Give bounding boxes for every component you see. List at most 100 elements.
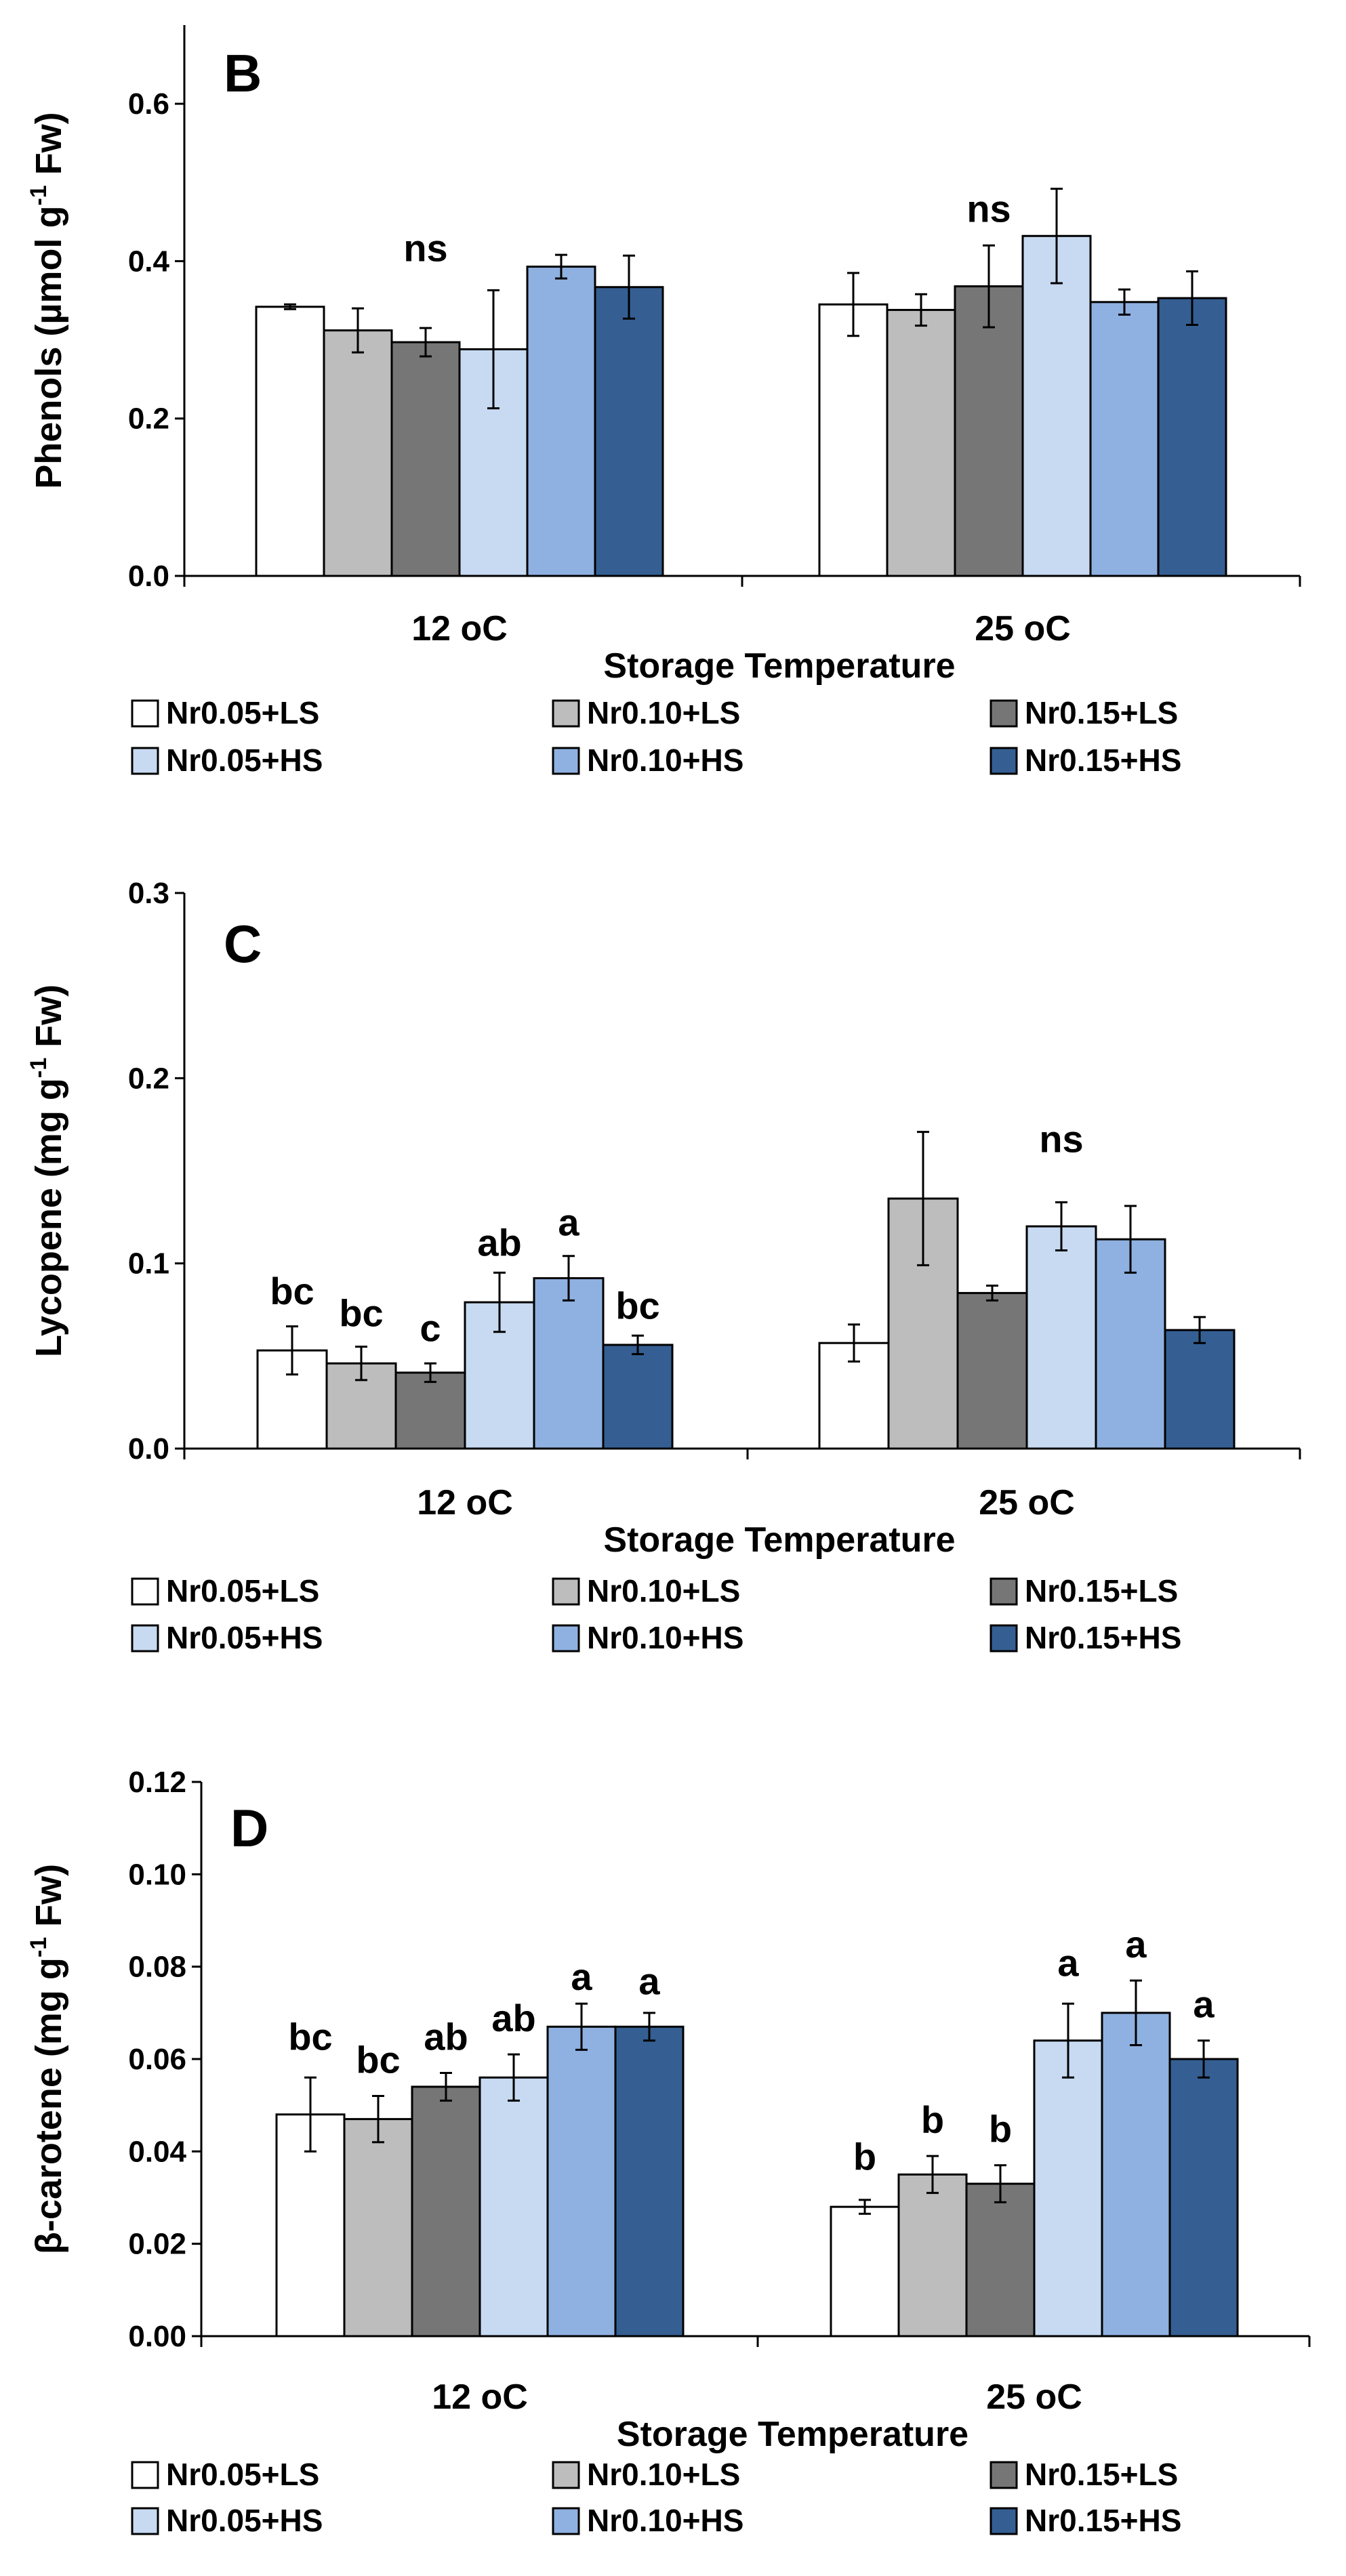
bar-Nr0.05+HS-25 oC — [1033, 2039, 1103, 2338]
panel-label: B — [224, 43, 262, 103]
legend-label: Nr0.15+HS — [1025, 743, 1181, 778]
legend-label: Nr0.05+LS — [166, 1573, 319, 1608]
y-tick-label: 0.04 — [128, 2135, 186, 2168]
legend: Nr0.05+LS Nr0.10+LS Nr0.15+LS Nr0.05+HS Nr0.… — [131, 1573, 1181, 1655]
x-axis-title: Storage Temperature — [603, 1520, 955, 1560]
bar-Nr0.05+LS-25 oC — [818, 303, 889, 577]
bar-Nr0.10+HS-12 oC — [526, 266, 596, 577]
x-category-label: 25 oC — [986, 2377, 1082, 2417]
significance-label: b — [921, 2098, 944, 2141]
y-tick-label: 0.10 — [128, 1858, 186, 1891]
legend-swatch — [131, 1577, 159, 1606]
legend-label: Nr0.10+LS — [587, 2457, 740, 2492]
bar-Nr0.05+LS-25 oC — [830, 2205, 900, 2338]
legend-label: Nr0.05+LS — [166, 2457, 319, 2492]
y-tick-label: 0.00 — [128, 2320, 186, 2353]
legend-swatch — [990, 699, 1018, 728]
bar-Nr0.10+HS-12 oC — [533, 1277, 605, 1450]
legend-label: Nr0.10+HS — [587, 743, 743, 778]
significance-label: a — [1125, 1923, 1147, 1966]
legend-swatch — [990, 1577, 1018, 1606]
x-category-label: 12 oC — [417, 1483, 513, 1522]
bar-Nr0.10+HS-12 oC — [546, 2025, 617, 2338]
bar-Nr0.05+LS-12 oC — [255, 306, 325, 577]
legend-label: Nr0.05+LS — [166, 695, 319, 730]
y-axis-title: β-carotene (mg g-1 Fw) — [26, 1864, 69, 2254]
bar-Nr0.15+LS-12 oC — [411, 2085, 481, 2338]
legend-label: Nr0.15+LS — [1025, 2457, 1178, 2492]
legend-swatch — [552, 1624, 580, 1653]
y-axis-title-main: Lycopene (mg g — [28, 1078, 69, 1357]
legend-swatch — [990, 747, 1018, 775]
x-axis-title: Storage Temperature — [617, 2415, 968, 2454]
legend-swatch — [552, 699, 580, 728]
bar-Nr0.15+LS-25 oC — [956, 1291, 1028, 1450]
bar-Nr0.05+HS-25 oC — [1021, 234, 1092, 577]
legend-swatch — [131, 1624, 159, 1653]
legend-swatch — [990, 2507, 1018, 2535]
legend-swatch — [552, 747, 580, 775]
significance-label: c — [420, 1306, 441, 1349]
significance-label: ns — [1039, 1118, 1083, 1161]
y-tick-label: 0.4 — [128, 245, 170, 278]
bar-Nr0.10+HS-25 oC — [1101, 2012, 1171, 2338]
bar-Nr0.15+HS-12 oC — [602, 1344, 674, 1450]
significance-label: a — [571, 1955, 592, 1998]
y-axis-title-main: β-carotene (mg g — [28, 1957, 69, 2254]
panel-label: D — [230, 1798, 268, 1858]
legend-swatch — [552, 1577, 580, 1606]
y-tick-label: 0.12 — [128, 1766, 186, 1799]
significance-label: bc — [270, 1270, 314, 1312]
significance-label: a — [558, 1201, 579, 1244]
significance-label: ns — [403, 226, 447, 269]
y-tick-label: 0.0 — [128, 560, 169, 593]
bar-Nr0.10+LS-25 oC — [897, 2173, 968, 2338]
legend-label: Nr0.15+LS — [1025, 695, 1178, 730]
legend-swatch — [990, 1624, 1018, 1653]
y-axis-title-unit: Fw) — [28, 984, 69, 1058]
x-category-label: 25 oC — [979, 1483, 1075, 1522]
legend-swatch — [552, 2461, 580, 2489]
y-axis-title-unit: Fw) — [28, 112, 69, 185]
bar-Nr0.15+LS-25 oC — [965, 2182, 1036, 2338]
legend-label: Nr0.10+HS — [587, 2503, 743, 2538]
legend-label: Nr0.05+HS — [166, 743, 323, 778]
significance-label: a — [638, 1960, 660, 2003]
legend-label: Nr0.10+HS — [587, 1620, 743, 1655]
bar-Nr0.15+HS-12 oC — [614, 2025, 685, 2338]
y-axis-title-superscript: -1 — [26, 1058, 52, 1078]
y-tick-label: 0.2 — [128, 402, 169, 436]
x-category-label: 25 oC — [975, 609, 1071, 648]
bar-Nr0.10+LS-12 oC — [343, 2118, 413, 2338]
bar-Nr0.15+LS-12 oC — [390, 341, 461, 577]
y-tick-label: 0.08 — [128, 1951, 186, 1984]
y-tick-label: 0.0 — [128, 1432, 169, 1466]
bar-Nr0.15+LS-25 oC — [954, 285, 1024, 577]
significance-label: b — [853, 2136, 876, 2178]
bar-Nr0.05+HS-25 oC — [1025, 1225, 1097, 1450]
bar-Nr0.10+HS-25 oC — [1089, 301, 1160, 577]
bar-Nr0.15+HS-12 oC — [594, 286, 664, 577]
panel-label: C — [224, 914, 262, 974]
significance-label: ns — [966, 187, 1011, 230]
y-tick-label: 0.06 — [128, 2043, 186, 2076]
legend-label: Nr0.05+HS — [166, 2503, 323, 2538]
significance-label: a — [1057, 1941, 1079, 1984]
bar-Nr0.15+HS-25 oC — [1157, 297, 1227, 577]
legend-swatch — [552, 2507, 580, 2535]
legend-swatch — [131, 2461, 159, 2489]
y-axis-title: Lycopene (mg g-1 Fw) — [26, 984, 69, 1357]
y-axis-title-superscript: -1 — [26, 1937, 52, 1957]
significance-label: ab — [424, 2015, 468, 2058]
y-tick-label: 0.1 — [128, 1247, 169, 1281]
y-axis-title-main: Phenols (µmol g — [28, 206, 69, 489]
significance-label: bc — [339, 1292, 383, 1335]
significance-label: bc — [356, 2038, 400, 2081]
legend-swatch — [131, 2507, 159, 2535]
legend-label: Nr0.10+LS — [587, 1573, 740, 1608]
bar-Nr0.10+LS-25 oC — [886, 308, 956, 577]
bar-Nr0.15+HS-25 oC — [1168, 2058, 1239, 2338]
